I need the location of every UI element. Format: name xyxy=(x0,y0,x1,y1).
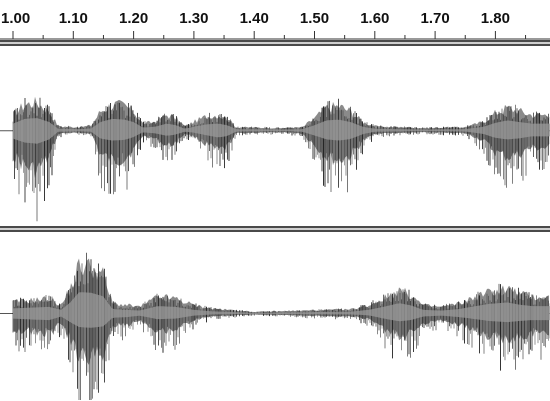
ruler-tick-label: 1.70 xyxy=(420,10,450,27)
ruler-tick-label: 1.30 xyxy=(179,10,209,27)
ruler-tick-label: 1.20 xyxy=(118,10,149,27)
ruler-ticks xyxy=(0,31,550,40)
waveform-core xyxy=(13,292,550,328)
waveform-spikes xyxy=(12,97,550,222)
waveform-1 xyxy=(0,96,550,222)
waveform-track-2[interactable] xyxy=(0,236,550,401)
track-divider[interactable] xyxy=(0,226,550,232)
ruler-tick-label: 1.10 xyxy=(58,10,88,27)
waveform-2 xyxy=(0,252,550,400)
timeline-ruler[interactable]: 1.00 1.10 1.20 1.30 1.40 1.50 1.60 1.70 1.80 xyxy=(0,0,550,42)
ruler-tick-label: 1.50 xyxy=(299,10,330,27)
ruler-tick-label: 1.40 xyxy=(239,10,269,27)
track-divider-top xyxy=(0,40,550,46)
waveform-track-1[interactable] xyxy=(0,48,550,224)
ruler-tick-label: 1.80 xyxy=(480,10,510,27)
ruler-tick-label: 1.00 xyxy=(1,10,31,27)
waveform-body xyxy=(13,258,549,365)
waveform-core xyxy=(13,118,550,144)
ruler-tick-label: 1.60 xyxy=(360,10,390,27)
